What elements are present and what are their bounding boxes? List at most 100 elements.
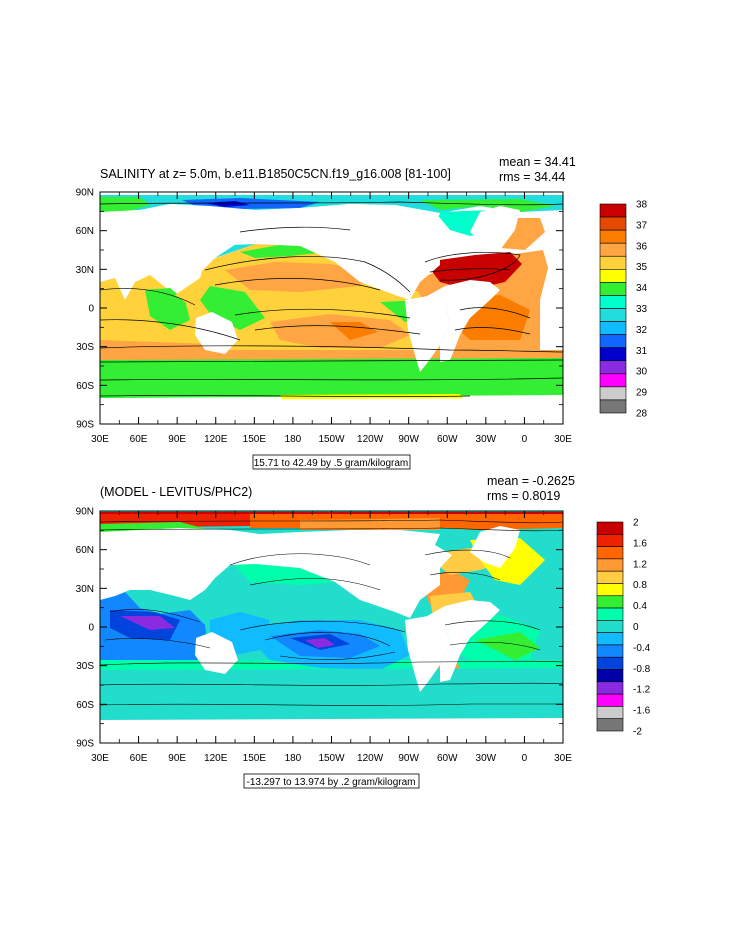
- longitude-label: 30E: [554, 434, 572, 445]
- colorbar-label: 0: [633, 622, 639, 633]
- colorbar-label: 1.6: [633, 538, 647, 549]
- latitude-label: 30S: [76, 342, 94, 353]
- longitude-label: 90W: [398, 753, 419, 764]
- longitude-label: 60W: [437, 434, 458, 445]
- colorbar-swatch: [599, 282, 627, 296]
- longitude-label: 120W: [357, 434, 384, 445]
- colorbar-swatch: [596, 644, 624, 658]
- salinity-map: [100, 192, 563, 424]
- latitude-label: 90S: [76, 739, 94, 750]
- longitude-label: 60W: [437, 753, 458, 764]
- colorbar-swatch: [596, 706, 624, 720]
- longitude-label: 60E: [130, 753, 148, 764]
- longitude-label: 180: [285, 753, 302, 764]
- longitude-label: 60E: [130, 434, 148, 445]
- longitude-label: 150W: [318, 434, 345, 445]
- longitude-labels: 30E 60E 90E 120E 150E 180 150W 120W 90W 60W 30W 0 30…: [91, 434, 572, 445]
- panel-title: SALINITY at z= 5.0m, b.e11.B1850C5CN.f19…: [100, 167, 451, 181]
- colorbar-swatch: [599, 334, 627, 348]
- colorbar-label: 36: [636, 241, 648, 252]
- latitude-label: 60S: [76, 381, 94, 392]
- panel-title: (MODEL - LEVITUS/PHC2): [100, 485, 252, 499]
- axis-ticks: [99, 191, 564, 425]
- colorbar-swatch: [596, 595, 624, 609]
- latitude-label: 30N: [76, 584, 94, 595]
- colorbar-swatch: [599, 360, 627, 375]
- longitude-labels: 30E 60E 90E 120E 150E 180 150W 120W 90W 60W 30W 0 30…: [91, 753, 572, 764]
- colorbar-swatch: [599, 321, 627, 335]
- longitude-label: 90E: [168, 753, 186, 764]
- mean-value: mean = -0.2625: [487, 474, 575, 488]
- colorbar-swatch: [596, 681, 624, 695]
- colorbar-label: 31: [636, 346, 648, 357]
- rms-value: rms = 0.8019: [487, 489, 560, 503]
- colorbar-swatch: [596, 656, 624, 670]
- colorbar-swatch: [596, 546, 624, 560]
- colorbar-swatch: [596, 632, 624, 646]
- colorbar-swatch: [596, 620, 624, 633]
- longitude-label: 120E: [204, 753, 228, 764]
- latitude-label: 60N: [76, 226, 94, 237]
- colorbar-label: 35: [636, 262, 648, 273]
- longitude-label: 150W: [318, 753, 345, 764]
- latitude-label: 90N: [76, 188, 94, 199]
- colorbar-label: 32: [636, 325, 648, 336]
- colorbar-swatch: [599, 386, 627, 401]
- latitude-label: 60N: [76, 545, 94, 556]
- longitude-label: 30E: [91, 753, 109, 764]
- colorbar-swatch: [596, 533, 624, 547]
- colorbar-label: -0.8: [633, 664, 651, 675]
- difference-panel: (MODEL - LEVITUS/PHC2) mean = -0.2625 rm…: [76, 474, 651, 789]
- longitude-label: 90W: [398, 434, 419, 445]
- salinity-panel: SALINITY at z= 5.0m, b.e11.B1850C5CN.f19…: [76, 155, 648, 470]
- colorbar-label: 0.4: [633, 601, 647, 612]
- contour-info: -13.297 to 13.974 by .2 gram/kilogram: [247, 777, 416, 788]
- colorbar-swatch: [599, 399, 627, 414]
- colorbar-label: -2: [633, 727, 642, 738]
- colorbar-swatch: [596, 693, 624, 707]
- latitude-label: 90N: [76, 507, 94, 518]
- colorbar-swatch: [596, 521, 624, 535]
- colorbar-label: 1.2: [633, 559, 647, 570]
- colorbar-swatch: [596, 607, 624, 621]
- latitude-labels: 90N 60N 30N 0 30S 60S 90S: [76, 188, 95, 431]
- colorbar-label: -1.2: [633, 685, 651, 696]
- axis-ticks: [99, 510, 564, 744]
- latitude-label: 60S: [76, 700, 94, 711]
- colorbar-label: 37: [636, 220, 648, 231]
- colorbar-label: 30: [636, 367, 648, 378]
- contour-info: 15.71 to 42.49 by .5 gram/kilogram: [254, 458, 409, 469]
- longitude-label: 30W: [476, 753, 497, 764]
- colorbar-label: 34: [636, 283, 648, 294]
- colorbar-swatch: [599, 347, 627, 362]
- colorbar-label: 29: [636, 388, 648, 399]
- colorbar-swatch: [599, 242, 627, 257]
- difference-map: [100, 511, 563, 743]
- latitude-label: 0: [88, 304, 94, 315]
- colorbar-swatch: [599, 255, 627, 270]
- colorbar-swatch: [596, 558, 624, 572]
- longitude-label: 150E: [243, 753, 267, 764]
- colorbar-swatch: [599, 373, 627, 388]
- longitude-label: 150E: [243, 434, 267, 445]
- colorbar-swatch: [599, 203, 627, 218]
- colorbar-label: 33: [636, 304, 648, 315]
- colorbar-swatch: [596, 669, 624, 683]
- latitude-label: 30S: [76, 661, 94, 672]
- latitude-labels: 90N 60N 30N 0 30S 60S 90S: [76, 507, 95, 750]
- colorbar-label: 28: [636, 409, 648, 420]
- latitude-label: 30N: [76, 265, 94, 276]
- colorbar-label: 0.8: [633, 580, 647, 591]
- longitude-label: 180: [285, 434, 302, 445]
- colorbar-swatch: [596, 718, 624, 732]
- colorbar-swatch: [599, 295, 627, 309]
- info-box: [243, 773, 420, 789]
- colorbar: 38 37 36 35 34 33 32 31 30 29 28: [599, 200, 648, 420]
- mean-value: mean = 34.41: [499, 155, 576, 169]
- colorbar-label: -1.6: [633, 706, 651, 717]
- colorbar-label: -0.4: [633, 643, 651, 654]
- colorbar-swatch: [599, 216, 627, 231]
- longitude-label: 0: [522, 753, 528, 764]
- longitude-label: 30E: [91, 434, 109, 445]
